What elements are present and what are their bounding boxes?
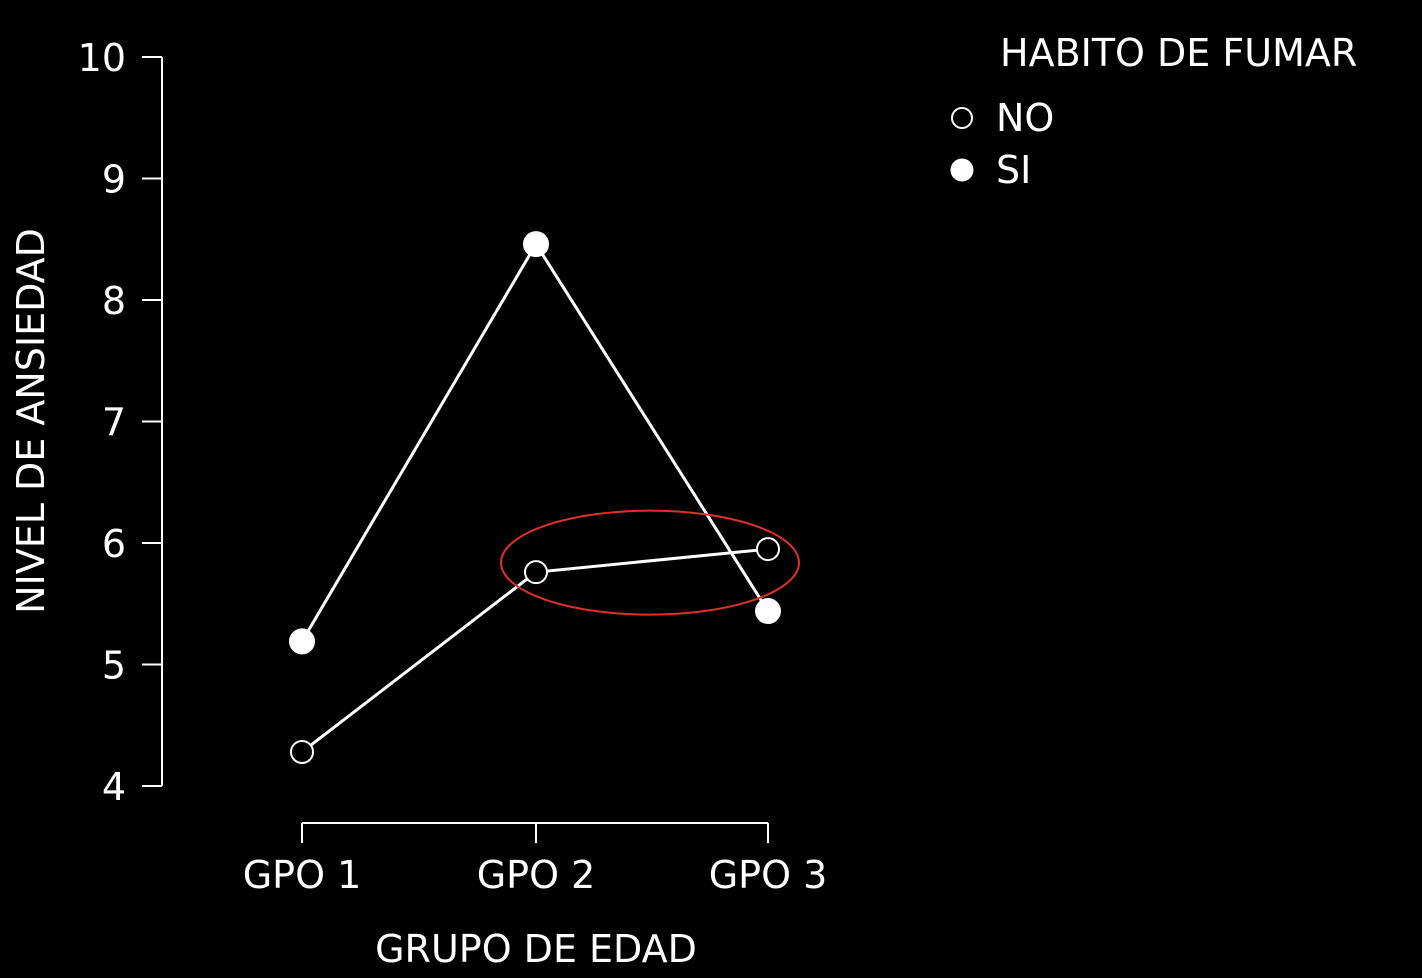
y-tick-label: 9: [102, 158, 126, 202]
y-tick-label: 8: [102, 279, 126, 323]
x-axis-label: GRUPO DE EDAD: [375, 927, 697, 971]
legend: HABITO DE FUMAR NO SI: [950, 31, 1357, 192]
point-no-2: [524, 560, 548, 585]
y-axis: 4 5 6 7 8 9 10: [78, 36, 163, 809]
legend-marker-si: [950, 158, 974, 182]
point-si-2: [523, 231, 549, 258]
series-lines: [300, 241, 770, 754]
x-tick-label: GPO 2: [477, 853, 596, 897]
point-si-3: [755, 598, 781, 625]
y-axis-label: NIVEL DE ANSIEDAD: [9, 228, 53, 614]
legend-label-si: SI: [996, 148, 1031, 192]
y-tick-label: 4: [102, 765, 126, 809]
point-no-3: [756, 537, 780, 562]
x-tick-label: GPO 1: [243, 853, 362, 897]
legend-title: HABITO DE FUMAR: [1000, 31, 1357, 75]
y-tick-label: 5: [102, 644, 126, 688]
point-no-1: [290, 739, 314, 764]
highlight-ellipse: [500, 509, 800, 616]
x-tick-label: GPO 3: [709, 853, 828, 897]
legend-label-no: NO: [996, 96, 1054, 140]
x-axis: GPO 1 GPO 2 GPO 3: [243, 822, 828, 897]
series-points: [289, 231, 781, 764]
y-tick-label: 7: [102, 401, 126, 445]
point-si-1: [289, 628, 315, 655]
legend-marker-no: [951, 107, 973, 129]
y-tick-label: 6: [102, 522, 126, 566]
y-tick-label: 10: [78, 36, 126, 80]
highlight-annotation: [500, 509, 800, 616]
